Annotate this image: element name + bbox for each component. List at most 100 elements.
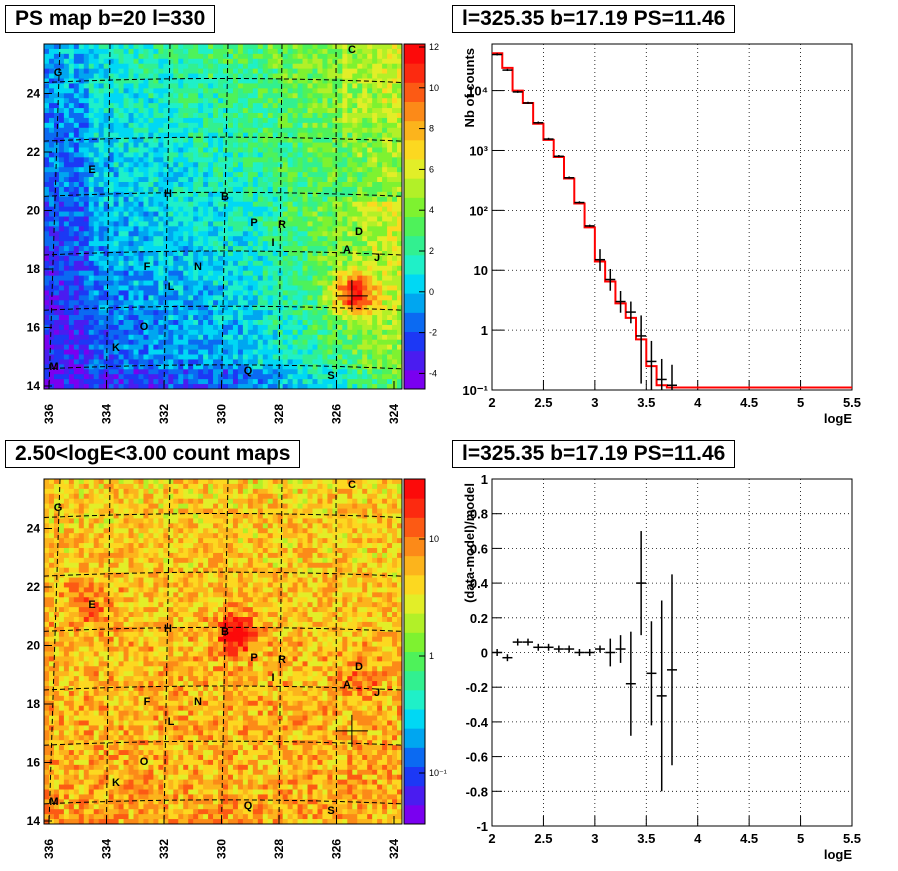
map-pixel <box>168 265 174 272</box>
map-pixel <box>78 270 85 277</box>
map-pixel <box>232 364 239 370</box>
map-pixel <box>103 98 110 104</box>
map-pixel <box>223 196 229 203</box>
map-pixel <box>272 53 279 60</box>
map-pixel <box>237 285 244 291</box>
map-pixel <box>267 334 274 341</box>
map-pixel <box>188 305 194 311</box>
map-pixel <box>168 241 174 247</box>
map-pixel <box>113 221 119 227</box>
map-pixel <box>148 108 154 114</box>
map-pixel <box>123 186 129 193</box>
map-pixel <box>203 285 209 291</box>
map-pixel <box>168 167 174 173</box>
map-pixel <box>173 236 179 242</box>
map-pixel <box>377 68 383 74</box>
map-pixel <box>292 295 298 301</box>
map-pixel <box>53 344 60 350</box>
map-pixel <box>377 162 383 168</box>
map-pixel <box>103 334 110 341</box>
map-pixel <box>257 369 264 375</box>
map-pixel <box>153 255 159 262</box>
map-pixel <box>232 300 239 306</box>
map-pixel <box>287 147 294 153</box>
map-pixel <box>242 142 249 148</box>
map-pixel <box>347 117 353 124</box>
map-pixel <box>143 236 149 242</box>
map-pixel <box>397 152 403 158</box>
map-pixel <box>292 152 298 158</box>
map-pixel <box>227 270 234 277</box>
map-pixel <box>108 162 115 168</box>
map-pixel <box>392 191 398 198</box>
map-pixel <box>103 324 110 331</box>
map-pixel <box>193 334 199 341</box>
map-pixel <box>252 206 259 212</box>
map-pixel <box>387 98 393 104</box>
map-pixel <box>372 157 378 163</box>
map-pixel <box>397 339 403 346</box>
map-pixel <box>282 241 289 247</box>
map-pixel <box>372 290 378 296</box>
map-pixel <box>252 93 259 99</box>
map-pixel <box>362 305 368 311</box>
map-pixel <box>88 324 95 331</box>
map-pixel <box>78 93 85 99</box>
map-pixel <box>267 201 274 208</box>
map-pixel <box>83 354 90 360</box>
map-pixel <box>362 255 368 262</box>
map-pixel <box>312 63 318 70</box>
map-pixel <box>302 359 308 365</box>
map-pixel <box>193 152 199 158</box>
map-pixel <box>232 324 239 331</box>
map-pixel <box>68 300 75 306</box>
map-pixel <box>292 329 298 336</box>
map-pixel <box>93 236 100 242</box>
map-pixel <box>237 113 244 119</box>
map-pixel <box>223 221 229 227</box>
map-pixel <box>178 157 184 163</box>
map-pixel <box>347 48 353 55</box>
map-pixel <box>357 265 363 272</box>
map-pixel <box>322 201 328 208</box>
map-pixel <box>78 216 85 222</box>
map-pixel <box>392 369 398 375</box>
map-pixel <box>113 44 119 50</box>
map-pixel <box>44 182 50 188</box>
map-pixel <box>98 142 105 148</box>
map-pixel <box>58 364 65 370</box>
map-pixel <box>237 48 244 55</box>
map-pixel <box>148 53 154 60</box>
map-pixel <box>203 211 209 217</box>
map-pixel <box>242 172 249 178</box>
map-pixel <box>53 270 60 277</box>
map-pixel <box>332 344 338 350</box>
map-pixel <box>317 167 323 173</box>
map-pixel <box>397 211 403 217</box>
map-pixel <box>93 315 100 321</box>
map-pixel <box>44 88 50 94</box>
map-pixel <box>44 93 50 99</box>
map-pixel <box>362 344 368 350</box>
map-pixel <box>128 182 134 188</box>
map-pixel <box>68 280 75 286</box>
map-pixel <box>203 349 209 355</box>
map-pixel <box>362 122 368 129</box>
map-pixel <box>213 339 219 346</box>
map-pixel <box>362 88 368 94</box>
map-pixel <box>297 53 303 60</box>
map-pixel <box>68 246 75 252</box>
map-pixel <box>252 201 259 208</box>
map-pixel <box>322 315 328 321</box>
map-pixel <box>158 339 164 346</box>
map-pixel <box>382 359 388 365</box>
map-pixel <box>262 290 269 296</box>
map-pixel <box>257 58 264 65</box>
map-pixel <box>317 216 323 222</box>
map-pixel <box>232 142 239 148</box>
map-pixel <box>153 369 159 375</box>
map-pixel <box>138 122 144 129</box>
map-pixel <box>357 53 363 60</box>
map-pixel <box>387 191 393 198</box>
map-pixel <box>332 122 338 129</box>
